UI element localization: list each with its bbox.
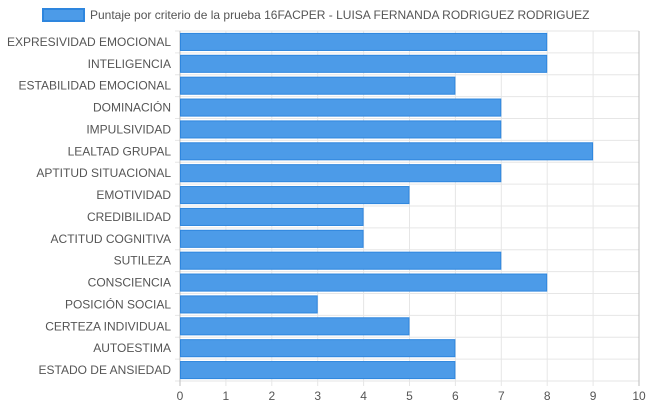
category-label: CREDIBILIDAD — [87, 210, 171, 224]
bar[interactable] — [180, 164, 502, 183]
category-label: CERTEZA INDIVIDUAL — [45, 319, 171, 333]
bar[interactable] — [180, 186, 410, 205]
category-labels: EXPRESIVIDAD EMOCIONAL INTELIGENCIA ESTABI… — [7, 35, 171, 377]
category-label: SUTILEZA — [114, 254, 171, 268]
x-tick-label: 2 — [268, 389, 275, 403]
x-tick-label: 7 — [498, 389, 505, 403]
category-label: ESTADO DE ANSIEDAD — [39, 363, 172, 377]
category-label: DOMINACIÓN — [93, 100, 171, 115]
category-label: EXPRESIVIDAD EMOCIONAL — [7, 35, 171, 49]
category-label: INTELIGENCIA — [88, 57, 171, 71]
category-label: IMPULSIVIDAD — [86, 122, 171, 136]
category-label: CONSCIENCIA — [88, 276, 171, 290]
x-tick-label: 5 — [406, 389, 413, 403]
x-tick-label: 6 — [452, 389, 459, 403]
legend-label[interactable]: Puntaje por criterio de la prueba 16FACP… — [90, 8, 590, 22]
category-label: EMOTIVIDAD — [96, 188, 171, 202]
bar[interactable] — [180, 76, 456, 95]
x-tick-label: 10 — [632, 389, 646, 403]
bar[interactable] — [180, 120, 502, 139]
x-tick-labels: 0 1 2 3 4 5 6 7 8 9 10 — [177, 389, 646, 403]
category-label: POSICIÓN SOCIAL — [65, 296, 171, 311]
bar[interactable] — [180, 32, 548, 51]
bar[interactable] — [180, 142, 594, 161]
category-label: ESTABILIDAD EMOCIONAL — [19, 79, 172, 93]
bar[interactable] — [180, 251, 502, 270]
x-tick-label: 3 — [314, 389, 321, 403]
bar[interactable] — [180, 361, 456, 380]
x-tick-label: 8 — [544, 389, 551, 403]
x-tick-label: 0 — [177, 389, 184, 403]
bar[interactable] — [180, 98, 502, 117]
x-tick-label: 1 — [223, 389, 230, 403]
x-tick-label: 4 — [360, 389, 367, 403]
bar[interactable] — [180, 339, 456, 358]
category-label: ACTITUD COGNITIVA — [51, 232, 171, 246]
bars — [180, 32, 594, 380]
bar[interactable] — [180, 317, 410, 336]
bar[interactable] — [180, 207, 364, 226]
x-tick-label: 9 — [590, 389, 597, 403]
legend-swatch[interactable] — [42, 8, 85, 22]
category-label: APTITUD SITUACIONAL — [36, 166, 171, 180]
bar[interactable] — [180, 54, 548, 73]
bar[interactable] — [180, 229, 364, 248]
bar[interactable] — [180, 273, 548, 292]
legend[interactable]: Puntaje por criterio de la prueba 16FACP… — [42, 8, 590, 22]
category-label: LEALTAD GRUPAL — [68, 144, 172, 158]
category-label: AUTOESTIMA — [93, 341, 171, 355]
bar[interactable] — [180, 295, 318, 314]
